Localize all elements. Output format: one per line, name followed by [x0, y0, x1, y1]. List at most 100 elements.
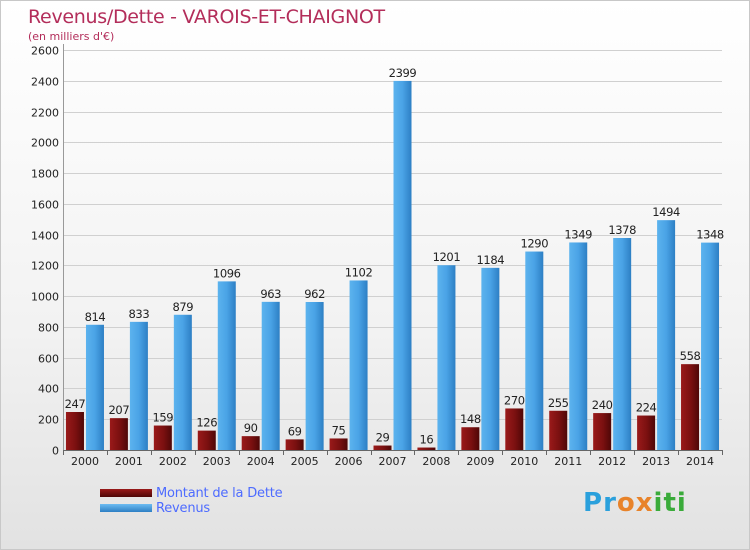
x-tick-label: 2004	[247, 455, 275, 468]
bar-revenus	[525, 251, 544, 450]
bar-revenus	[569, 242, 588, 450]
logo-letter: o	[616, 488, 636, 518]
bar-revenus	[305, 302, 324, 450]
data-label-dette: 207	[109, 403, 130, 417]
bar-dette	[637, 415, 656, 450]
x-tick-label: 2011	[554, 455, 582, 468]
logo-letter: x	[635, 488, 654, 518]
bar-dette	[549, 410, 568, 450]
x-tick-label: 2007	[379, 455, 407, 468]
data-label-revenus: 1201	[433, 250, 461, 264]
y-tick-label: 800	[38, 322, 59, 335]
bar-dette	[241, 436, 260, 450]
y-tick-label: 400	[38, 383, 59, 396]
data-label-revenus: 1184	[477, 253, 505, 267]
bar-dette	[65, 412, 84, 450]
bar-revenus	[393, 80, 412, 450]
data-label-revenus: 1378	[608, 223, 636, 237]
data-label-revenus: 1290	[520, 237, 548, 251]
bar-revenus	[261, 301, 280, 450]
bar-dette	[109, 418, 128, 450]
bar-dette	[461, 427, 480, 450]
data-label-revenus: 833	[129, 307, 150, 321]
data-label-dette: 148	[460, 412, 481, 426]
data-label-dette: 255	[548, 396, 569, 410]
bar-revenus	[437, 265, 456, 450]
x-tick-label: 2012	[598, 455, 626, 468]
legend-label-debt: Montant de la Dette	[156, 486, 283, 501]
y-tick-label: 1600	[31, 199, 59, 212]
x-tick-label: 2006	[335, 455, 363, 468]
x-tick-label: 2000	[71, 455, 99, 468]
chart-title: Revenus/Dette - VAROIS-ET-CHAIGNOT	[28, 6, 385, 28]
y-tick-label: 0	[52, 445, 59, 458]
chart-subtitle: (en milliers d'€)	[28, 30, 115, 43]
x-tick-label: 2009	[466, 455, 494, 468]
y-tick-label: 200	[38, 414, 59, 427]
bar-revenus	[217, 281, 236, 450]
bar-revenus	[349, 280, 368, 450]
data-label-dette: 75	[332, 423, 346, 437]
y-tick-label: 2200	[31, 107, 59, 120]
bar-dette	[505, 408, 524, 450]
data-label-dette: 558	[680, 349, 701, 363]
data-label-revenus: 879	[172, 300, 193, 314]
bar-revenus	[173, 314, 192, 450]
data-label-revenus: 1096	[213, 266, 241, 280]
data-label-revenus: 1494	[652, 205, 680, 219]
x-tick-label: 2005	[291, 455, 319, 468]
y-tick-label: 2000	[31, 137, 59, 150]
bar-dette	[197, 430, 216, 450]
bar-dette	[417, 447, 436, 450]
data-label-revenus: 1102	[345, 265, 373, 279]
data-label-dette: 126	[196, 416, 217, 430]
data-label-dette: 69	[288, 424, 302, 438]
data-label-revenus: 1348	[696, 228, 724, 242]
y-tick-label: 1800	[31, 168, 59, 181]
bar-dette	[329, 438, 348, 450]
bar-dette	[373, 445, 392, 450]
data-label-revenus: 962	[304, 287, 325, 301]
legend-swatch-revenus	[100, 504, 152, 512]
bar-revenus	[481, 267, 500, 450]
data-label-dette: 29	[376, 431, 390, 445]
y-tick-label: 1400	[31, 230, 59, 243]
x-tick-label: 2002	[159, 455, 187, 468]
data-label-dette: 247	[65, 397, 86, 411]
y-tick-label: 2400	[31, 76, 59, 89]
logo-letter: i	[653, 488, 664, 518]
data-label-revenus: 963	[260, 287, 281, 301]
logo-letter: i	[676, 488, 687, 518]
bar-revenus	[657, 220, 676, 450]
y-tick-label: 1000	[31, 291, 59, 304]
legend-swatch-debt	[100, 489, 152, 497]
logo-letter: t	[663, 488, 677, 518]
bar-dette	[593, 413, 612, 450]
x-tick-label: 2008	[422, 455, 450, 468]
data-label-dette: 224	[636, 401, 657, 415]
data-label-dette: 240	[592, 398, 613, 412]
x-tick-label: 2010	[510, 455, 538, 468]
legend-label-revenus: Revenus	[156, 501, 210, 516]
bar-dette	[285, 439, 304, 450]
logo-letter: r	[603, 488, 617, 518]
data-label-revenus: 814	[85, 310, 106, 324]
data-label-dette: 90	[244, 421, 258, 435]
bar-revenus	[701, 242, 720, 450]
x-tick-label: 2014	[686, 455, 714, 468]
logo-letter: P	[583, 488, 604, 518]
bar-revenus	[129, 321, 148, 450]
data-label-dette: 270	[504, 393, 525, 407]
proxiti-logo: Proxiti	[583, 488, 687, 518]
y-tick-label: 600	[38, 353, 59, 366]
y-tick-label: 1200	[31, 260, 59, 273]
bar-revenus	[613, 238, 632, 450]
data-label-revenus: 2399	[389, 66, 417, 80]
bar-dette	[153, 425, 172, 450]
x-tick-label: 2003	[203, 455, 231, 468]
x-tick-label: 2001	[115, 455, 143, 468]
data-label-dette: 159	[152, 411, 173, 425]
y-tick-label: 2600	[31, 45, 59, 58]
data-label-dette: 16	[420, 433, 434, 447]
